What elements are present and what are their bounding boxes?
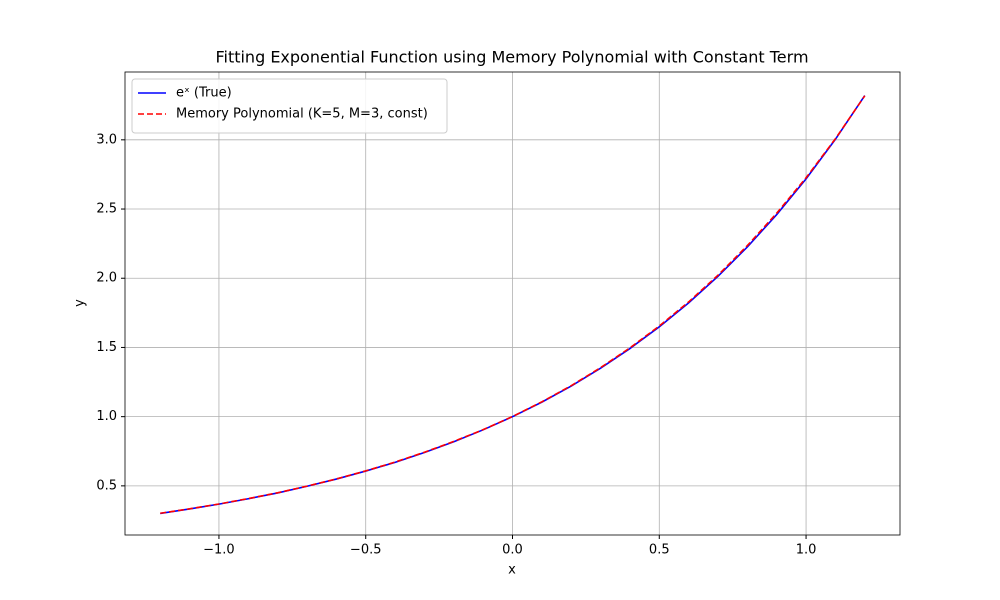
y-tick-label: 1.0 — [96, 409, 117, 424]
x-tick-label: 0.0 — [502, 543, 523, 558]
legend-label: eˣ (True) — [176, 86, 232, 101]
y-tick-label: 1.5 — [96, 340, 117, 355]
y-tick-label: 2.0 — [96, 271, 117, 286]
legend-box — [131, 78, 448, 134]
x-tick-label: 0.5 — [649, 543, 670, 558]
y-axis-label: y — [73, 299, 88, 307]
plot-frame — [124, 71, 901, 536]
x-tick-label: 1.0 — [796, 543, 817, 558]
y-tick-label: 2.5 — [96, 202, 117, 217]
y-tick-label: 0.5 — [96, 478, 117, 493]
legend-label: Memory Polynomial (K=5, M=3, const) — [176, 107, 428, 122]
x-axis-label: x — [508, 563, 516, 578]
chart-title: Fitting Exponential Function using Memor… — [215, 48, 808, 67]
x-tick-label: −0.5 — [350, 543, 382, 558]
series-line — [160, 95, 866, 515]
y-tick-label: 3.0 — [96, 132, 117, 147]
x-tick-label: −1.0 — [203, 543, 235, 558]
